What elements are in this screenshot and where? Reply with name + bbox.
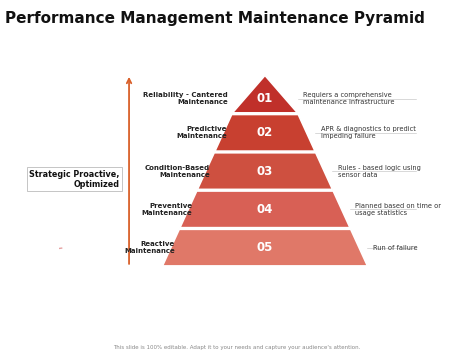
Text: 04: 04 (257, 203, 273, 216)
Text: Preventive
Maintenance: Preventive Maintenance (142, 203, 192, 216)
Polygon shape (232, 75, 298, 113)
Text: 01: 01 (257, 92, 273, 105)
Polygon shape (215, 115, 315, 151)
Polygon shape (180, 191, 350, 228)
Text: Planned based on time or
usage statistics: Planned based on time or usage statistic… (356, 203, 441, 216)
Text: Performance Management Maintenance Pyramid: Performance Management Maintenance Pyram… (5, 11, 425, 26)
Text: Strategic Proactive,
Optimized: Strategic Proactive, Optimized (29, 170, 120, 189)
Text: APR & diagnostics to predict
impeding failure: APR & diagnostics to predict impeding fa… (320, 126, 415, 139)
Text: Run of failure: Run of failure (373, 245, 418, 251)
Text: Predictive
Maintenance: Predictive Maintenance (176, 126, 227, 139)
Text: Reliability - Cantered
Maintenance: Reliability - Cantered Maintenance (143, 92, 228, 105)
Text: Requiers a comprehensive
maintenance infrastructure: Requiers a comprehensive maintenance inf… (303, 92, 394, 105)
Text: Condition-Based
Maintenance: Condition-Based Maintenance (145, 165, 210, 178)
Polygon shape (163, 229, 367, 266)
Text: 05: 05 (257, 241, 273, 254)
Text: 02: 02 (257, 126, 273, 139)
Text: Rules - based logic using
sensor data: Rules - based logic using sensor data (338, 165, 421, 178)
Text: This slide is 100% editable. Adapt it to your needs and capture your audience's : This slide is 100% editable. Adapt it to… (113, 345, 361, 350)
Text: 03: 03 (257, 165, 273, 178)
Polygon shape (198, 153, 332, 189)
Text: Reactive
Maintenance: Reactive Maintenance (124, 241, 175, 254)
